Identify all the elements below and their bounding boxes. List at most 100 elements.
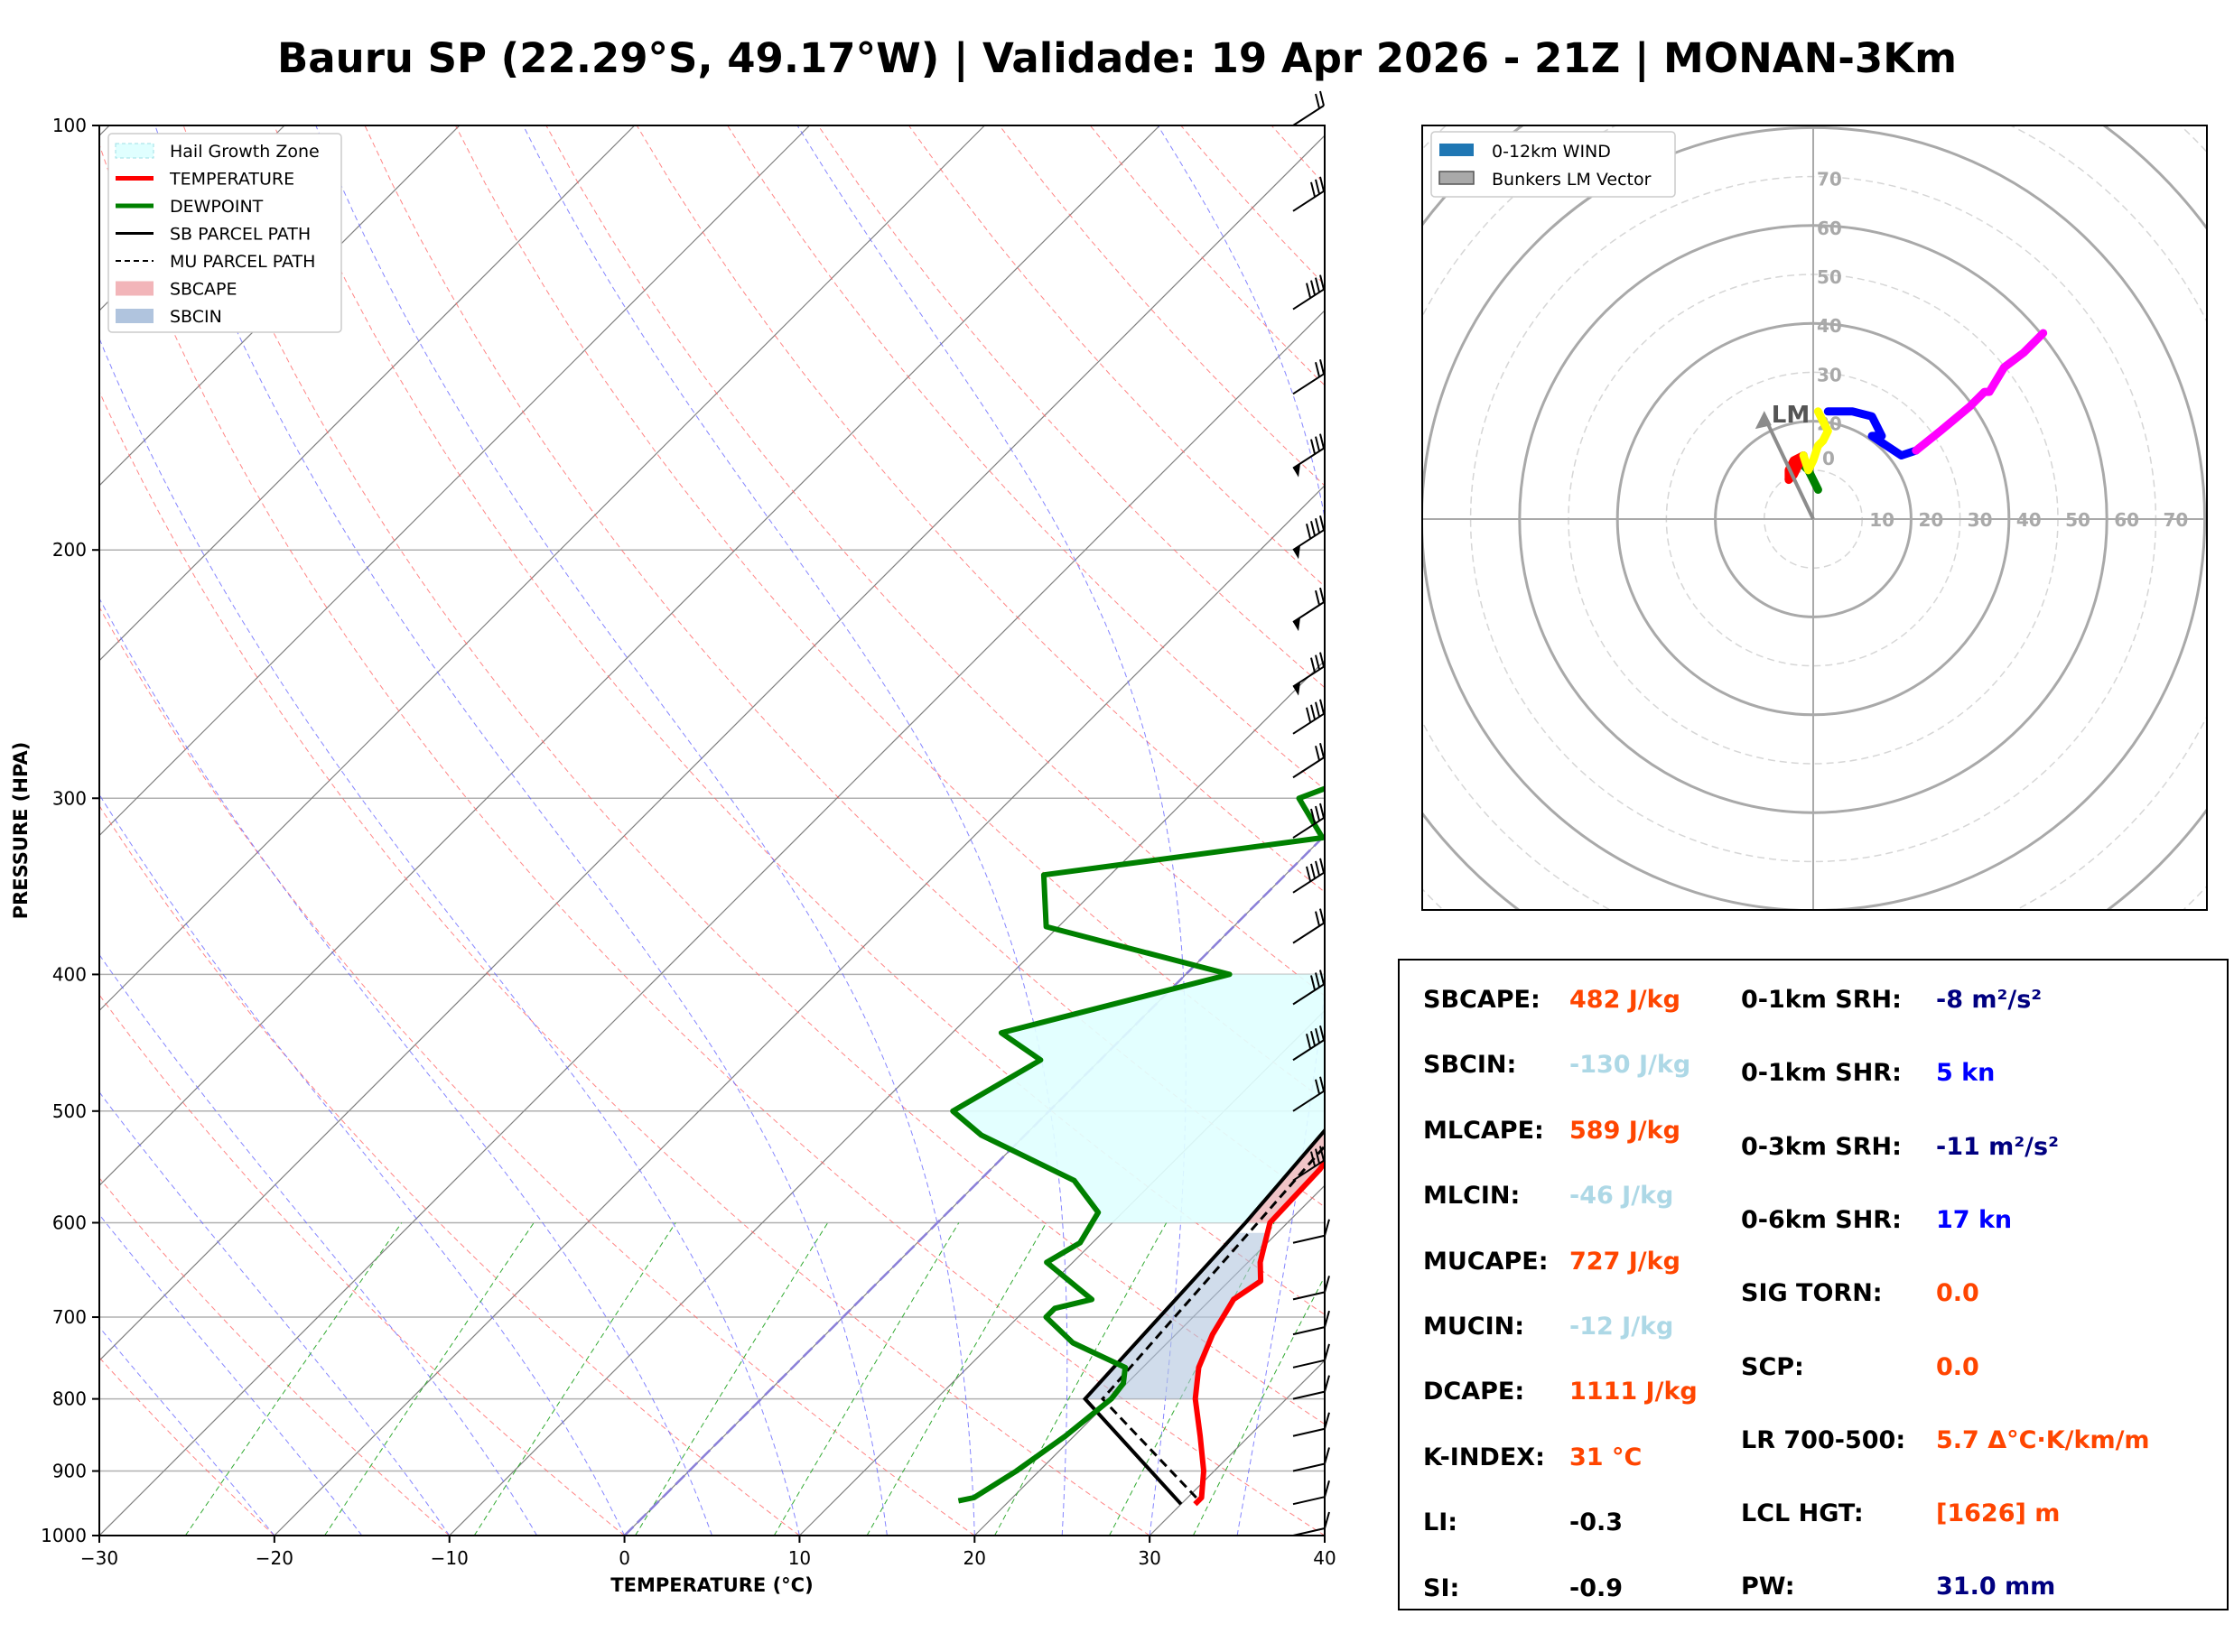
stat-value: 5.7 Δ°C·K/km/m: [1936, 1425, 2150, 1454]
wind-barb: [1292, 433, 1325, 478]
stat-label: 0-1km SRH:: [1741, 986, 1902, 1014]
wind-barb: [1292, 803, 1325, 839]
legend-label: SBCAPE: [170, 280, 237, 300]
moist-adiabat: [796, 125, 1187, 1536]
x-tick-label: 40: [1313, 1547, 1336, 1569]
x-tick-label: 20: [963, 1547, 986, 1569]
stat-value: -0.9: [1569, 1573, 1624, 1602]
y-tick-label: 700: [52, 1306, 87, 1328]
dry-adiabat: [182, 125, 1325, 1425]
dry-adiabat: [99, 1357, 275, 1536]
stat-value: -12 J/kg: [1569, 1313, 1674, 1341]
isotherm-line: [99, 310, 1325, 1536]
dry-adiabat: [545, 125, 1325, 997]
stat-value: 727 J/kg: [1569, 1247, 1680, 1276]
wind-barb: [1292, 1447, 1330, 1472]
isotherm-line: [274, 485, 1325, 1536]
moist-adiabat: [99, 1213, 363, 1536]
wind-barb: [1292, 1480, 1330, 1506]
wind-barb: [1292, 1511, 1330, 1536]
wind-barbs: [1292, 90, 1330, 1536]
stat-value: 482 J/kg: [1569, 986, 1680, 1014]
moist-adiabat: [315, 125, 975, 1536]
mixing-ratio-line: [773, 1222, 960, 1536]
stat-label: MLCAPE:: [1423, 1116, 1544, 1145]
stat-label: MUCAPE:: [1423, 1247, 1549, 1276]
moist-adiabat: [99, 597, 712, 1536]
dewpoint-line: [950, 785, 1325, 1504]
moist-adiabat: [99, 794, 626, 1536]
x-axis-label: TEMPERATURE (°C): [610, 1574, 813, 1596]
mixing-ratio-line: [324, 1222, 535, 1536]
stat-value: 31 °C: [1569, 1443, 1643, 1471]
chart-title: Bauru SP (22.29°S, 49.17°W) | Validade: …: [277, 34, 1957, 82]
mixing-ratio-line: [184, 1222, 403, 1536]
x-tick-label: −30: [80, 1547, 118, 1569]
barb-flag: [1293, 617, 1300, 632]
sb-parcel-line: [1082, 1128, 1325, 1506]
moist-adiabat: [99, 337, 800, 1536]
stat-label: 0-6km SHR:: [1741, 1205, 1902, 1234]
stat-value: 0.0: [1936, 1279, 1979, 1308]
stat-label: 0-3km SRH:: [1741, 1132, 1902, 1161]
isotherm-line: [99, 135, 1325, 1361]
y-tick-label: 300: [52, 787, 87, 809]
stat-value: -8 m²/s²: [1936, 986, 2043, 1014]
barb-flag: [1293, 463, 1300, 478]
legend-swatch: [115, 143, 154, 159]
stat-label: LCL HGT:: [1741, 1499, 1864, 1528]
isotherm-line: [99, 125, 985, 1012]
moist-adiabat: [99, 1326, 275, 1536]
dry-adiabat: [99, 143, 1325, 1536]
x-tick-label: −20: [256, 1547, 293, 1569]
wind-barb: [1292, 1076, 1325, 1112]
dry-adiabat: [99, 1177, 451, 1536]
legend: Hail Growth Zone TEMPERATURE DEWPOINT SB PA…: [107, 133, 342, 333]
stat-label: MUCIN:: [1423, 1313, 1525, 1341]
profile-lines: [950, 785, 1325, 1507]
mixing-ratio-line: [866, 1222, 1047, 1536]
moist-adiabat: [522, 125, 1068, 1536]
stat-value: 1111 J/kg: [1569, 1378, 1698, 1406]
wind-barb: [1292, 1276, 1330, 1301]
background-lines: [99, 125, 1325, 1536]
stat-label: PW:: [1741, 1573, 1795, 1601]
barb-flag: [1293, 545, 1300, 560]
wind-barb: [1292, 1219, 1330, 1244]
stat-value: 17 kn: [1936, 1205, 2013, 1234]
stat-label: SI:: [1423, 1573, 1460, 1602]
y-tick-label: 1000: [41, 1525, 87, 1546]
stat-label: SBCAPE:: [1423, 986, 1541, 1014]
y-tick-label: 500: [52, 1100, 87, 1122]
wind-barb: [1292, 1146, 1325, 1182]
wind-barb: [1292, 274, 1325, 311]
barb-flag: [1293, 682, 1300, 696]
legend-swatch: [116, 281, 154, 296]
isotherm-line: [799, 1009, 1325, 1536]
wind-barb: [1292, 743, 1325, 779]
y-tick-label: 900: [52, 1461, 87, 1482]
isotherm-line: [449, 659, 1325, 1536]
wind-barb: [1292, 1025, 1325, 1062]
hail-growth-zone-fill: [953, 974, 1325, 1223]
legend-box: [107, 133, 342, 333]
stat-label: LR 700-500:: [1741, 1425, 1906, 1454]
wind-barb: [1292, 858, 1325, 894]
stat-value: -11 m²/s²: [1936, 1132, 2059, 1161]
legend-label: Hail Growth Zone: [170, 142, 320, 162]
stat-value: 589 J/kg: [1569, 1116, 1680, 1145]
wind-barb: [1292, 359, 1325, 395]
stat-label: 0-1km SHR:: [1741, 1059, 1902, 1088]
wind-barb: [1292, 1412, 1330, 1437]
isotherm-line: [99, 125, 1160, 1187]
wind-barb: [1292, 1343, 1330, 1369]
mixing-ratio-line: [994, 1222, 1168, 1536]
temperature-line: [1192, 1156, 1325, 1507]
wind-barb: [1292, 970, 1325, 1006]
legend-label: TEMPERATURE: [169, 170, 294, 190]
stat-value: 31.0 mm: [1936, 1573, 2056, 1601]
wind-barb: [1292, 1375, 1330, 1400]
stat-label: MLCIN:: [1423, 1182, 1521, 1211]
stat-label: DCAPE:: [1423, 1378, 1525, 1406]
stat-label: K-INDEX:: [1423, 1443, 1545, 1471]
